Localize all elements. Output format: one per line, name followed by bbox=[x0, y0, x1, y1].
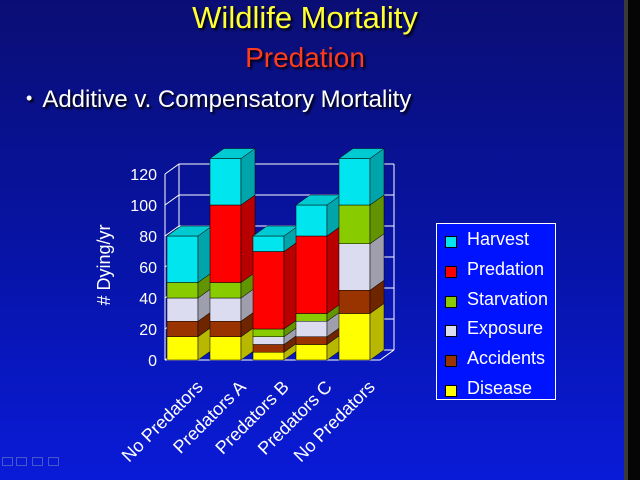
y-axis-label: # Dying/yr bbox=[94, 224, 114, 305]
bar-segment bbox=[166, 282, 199, 299]
bar-top bbox=[338, 148, 385, 159]
legend-label: Predation bbox=[467, 258, 545, 279]
menu-icon[interactable] bbox=[32, 457, 43, 466]
legend-item: Predation bbox=[443, 258, 555, 282]
bar-segment bbox=[209, 282, 242, 299]
legend-item: Exposure bbox=[443, 317, 555, 341]
bar-segment bbox=[338, 158, 371, 206]
bar-segment bbox=[338, 204, 371, 244]
legend-swatch bbox=[445, 295, 457, 308]
bar-segment bbox=[295, 235, 328, 314]
legend-swatch bbox=[445, 236, 457, 248]
bar-segment bbox=[209, 204, 242, 283]
bar-segment bbox=[338, 243, 371, 291]
legend-swatch bbox=[445, 385, 457, 397]
bar-segment bbox=[295, 344, 328, 361]
bar-segment bbox=[252, 235, 285, 252]
bar-segment bbox=[252, 251, 285, 330]
forward-arrow-icon[interactable] bbox=[48, 457, 59, 466]
slide-title: Wildlife Mortality bbox=[192, 0, 418, 35]
y-tick-label: 120 bbox=[130, 167, 157, 184]
bar-segment bbox=[166, 321, 199, 337]
bar-segment bbox=[252, 336, 285, 345]
legend-label: Disease bbox=[467, 378, 533, 398]
y-tick-label: 60 bbox=[139, 260, 157, 277]
pen-icon[interactable] bbox=[16, 457, 27, 466]
bar-segment bbox=[338, 313, 371, 361]
bar-segment bbox=[252, 328, 285, 337]
bar-segment bbox=[252, 352, 285, 361]
bar-segment bbox=[166, 297, 199, 322]
bar-segment bbox=[295, 313, 328, 322]
bar-top bbox=[209, 148, 256, 159]
legend-label: Harvest bbox=[467, 229, 530, 249]
legend-item: Starvation bbox=[443, 288, 555, 312]
legend-label: Exposure bbox=[467, 318, 544, 339]
bullet-dot-icon: • bbox=[26, 88, 33, 108]
legend-item: Accidents bbox=[443, 347, 555, 371]
bar-segment bbox=[338, 290, 371, 314]
bar-segment bbox=[209, 158, 242, 206]
y-tick-label: 0 bbox=[148, 353, 157, 370]
bar-segment bbox=[252, 344, 285, 353]
slide-subtitle: Predation bbox=[245, 42, 365, 73]
legend-item: Harvest bbox=[443, 228, 555, 252]
chart-legend: Harvest Predation Starvation Exposure Accide… bbox=[436, 223, 556, 400]
legend-item: Disease bbox=[443, 377, 555, 401]
y-tick-label: 100 bbox=[130, 198, 157, 215]
legend-swatch bbox=[445, 355, 457, 368]
legend-label: Accidents bbox=[467, 348, 546, 369]
legend-label: Starvation bbox=[467, 288, 549, 309]
bar-segment bbox=[295, 321, 328, 337]
bar-segment bbox=[209, 321, 242, 337]
bar-segment bbox=[166, 235, 199, 283]
bar-segment bbox=[166, 336, 199, 361]
window-border bbox=[628, 0, 640, 480]
bar-segment bbox=[209, 297, 242, 322]
window-edge bbox=[624, 0, 628, 480]
bar-segment bbox=[295, 204, 328, 237]
y-tick-label: 40 bbox=[139, 291, 157, 308]
bar-segment bbox=[209, 336, 242, 361]
bullet-text: Additive v. Compensatory Mortality bbox=[42, 86, 412, 113]
y-tick-label: 80 bbox=[139, 229, 157, 246]
legend-swatch bbox=[445, 265, 457, 278]
bullet-point: • Additive v. Compensatory Mortality bbox=[26, 86, 411, 114]
y-tick-label: 20 bbox=[139, 322, 157, 339]
back-arrow-icon[interactable] bbox=[2, 457, 13, 466]
legend-swatch bbox=[445, 325, 457, 338]
bar-segment bbox=[295, 336, 328, 345]
